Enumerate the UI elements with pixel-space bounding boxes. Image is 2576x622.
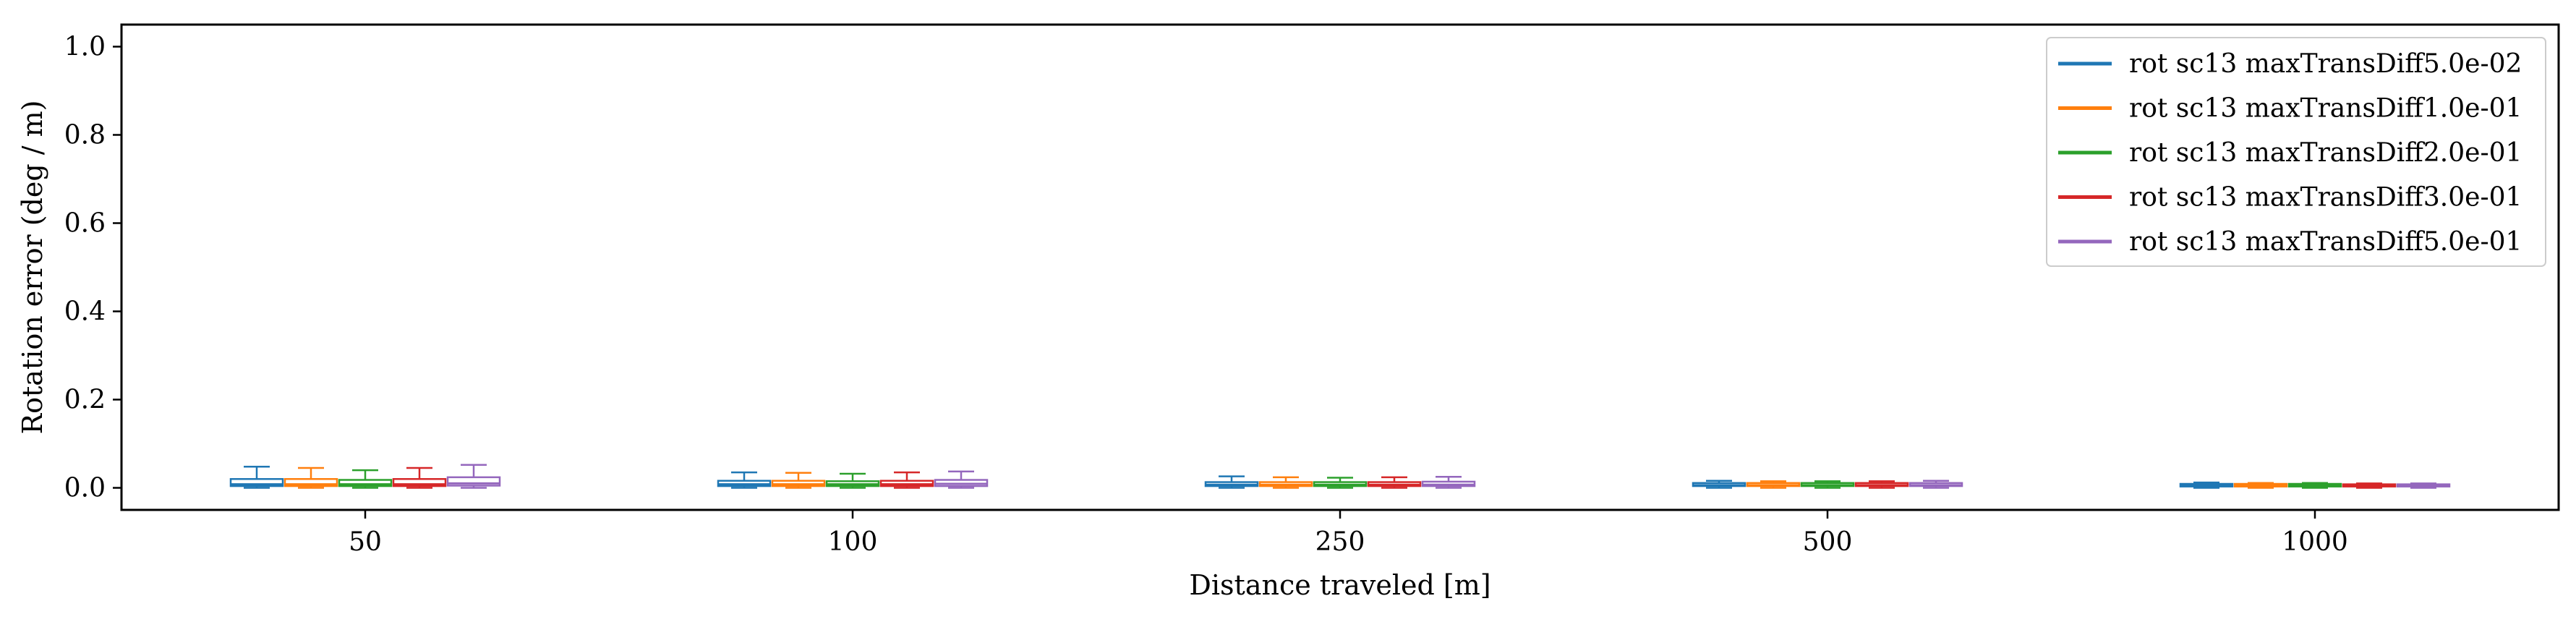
box-50-series-2 <box>283 466 338 489</box>
box-250-series-1 <box>1204 475 1259 489</box>
box-1000-series-2 <box>2233 482 2288 489</box>
box-1000-series-5 <box>2396 482 2451 489</box>
box-500-series-3 <box>1800 480 1855 489</box>
box-50-series-3 <box>338 469 393 489</box>
y-tick-label: 0.6 <box>64 209 106 239</box>
box-100-series-5 <box>934 470 989 489</box>
legend-label: rot sc13 maxTransDiff5.0e-01 <box>2129 227 2522 257</box>
box-500-series-1 <box>1692 480 1747 489</box>
legend-label: rot sc13 maxTransDiff3.0e-01 <box>2129 183 2522 213</box>
x-axis: 50 100 250 500 1000 <box>349 510 2348 557</box>
y-tick-label: 0.4 <box>64 297 106 327</box>
box-250-series-2 <box>1258 476 1313 489</box>
legend-label: rot sc13 maxTransDiff1.0e-01 <box>2129 94 2522 124</box>
box-500-series-5 <box>1908 480 1963 489</box>
iqr-box <box>338 479 393 487</box>
x-tick-label: 100 <box>828 527 878 557</box>
box-1000-series-3 <box>2287 482 2342 489</box>
box-250-series-4 <box>1367 476 1422 489</box>
x-tick-label: 250 <box>1315 527 1365 557</box>
legend-label: rot sc13 maxTransDiff2.0e-01 <box>2129 138 2522 168</box>
x-tick-label: 500 <box>1803 527 1853 557</box>
box-100-series-2 <box>771 472 826 489</box>
box-50-series-4 <box>392 466 447 489</box>
y-axis-label: Rotation error (deg / m) <box>17 101 48 435</box>
y-tick-label: 0.2 <box>64 385 106 415</box>
box-250-series-5 <box>1421 476 1476 489</box>
iqr-box <box>229 478 284 487</box>
box-1000-series-1 <box>2179 481 2234 489</box>
iqr-box <box>392 478 447 487</box>
legend-box <box>2046 37 2546 267</box>
box-500-series-4 <box>1854 480 1909 489</box>
x-tick-label: 1000 <box>2282 527 2348 557</box>
plot-area <box>229 464 2451 489</box>
box-250-series-3 <box>1313 477 1368 489</box>
box-1000-series-4 <box>2342 482 2397 489</box>
legend: rot sc13 maxTransDiff5.0e-02 rot sc13 max… <box>2046 37 2546 267</box>
x-tick-label: 50 <box>349 527 382 557</box>
plot-frame <box>120 23 2560 511</box>
box-500-series-2 <box>1746 480 1801 489</box>
y-axis: 0.0 0.2 0.4 0.6 0.8 1.0 <box>64 33 121 503</box>
iqr-box <box>446 476 501 487</box>
x-axis-label: Distance traveled [m] <box>1189 569 1490 601</box>
iqr-box <box>283 478 338 487</box>
box-100-series-1 <box>717 471 772 489</box>
box-100-series-4 <box>879 471 934 489</box>
box-50-series-1 <box>229 465 284 489</box>
y-tick-label: 0.8 <box>64 121 106 150</box>
legend-label: rot sc13 maxTransDiff5.0e-02 <box>2129 49 2522 79</box>
y-tick-label: 1.0 <box>64 33 106 62</box>
y-tick-label: 0.0 <box>64 474 106 503</box>
box-100-series-3 <box>825 472 880 489</box>
box-50-series-5 <box>446 464 501 489</box>
